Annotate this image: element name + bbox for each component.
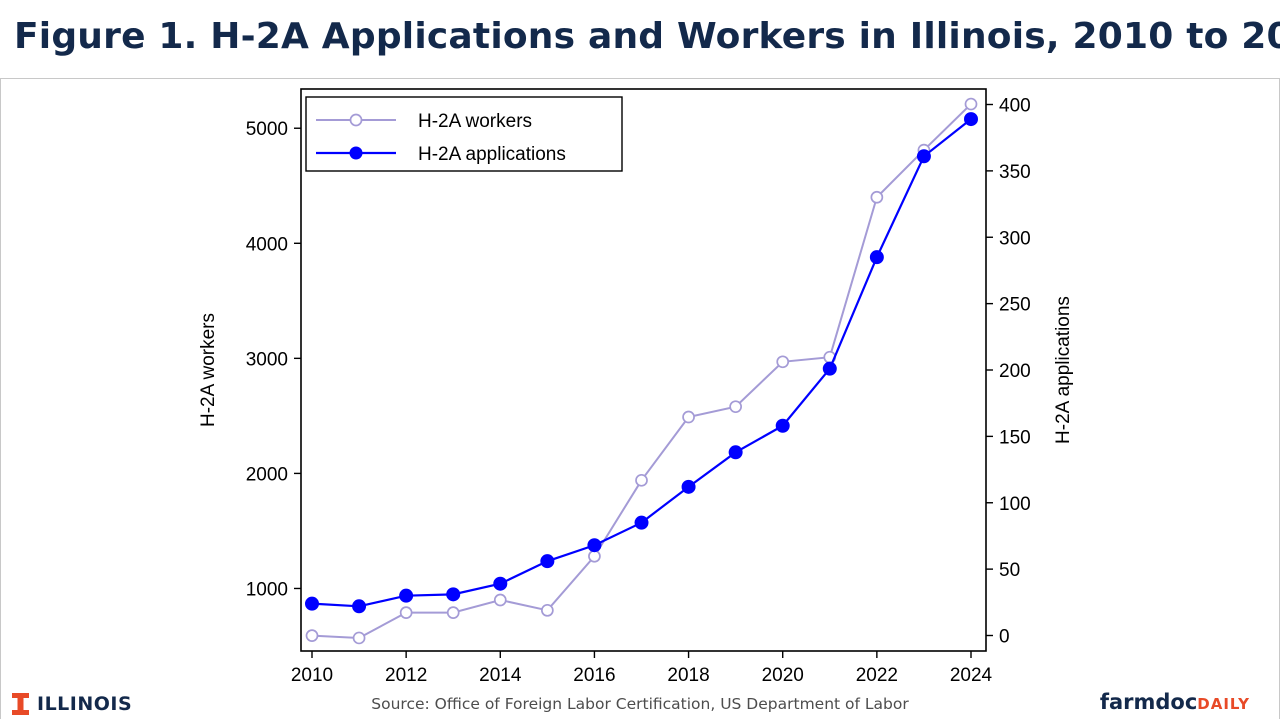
data-point-applications (446, 587, 461, 602)
data-point-workers (682, 410, 695, 424)
series-line-workers (311, 103, 972, 639)
y-left-tick-label: 5000 (246, 119, 288, 140)
data-point-applications (634, 515, 649, 530)
data-point-workers (446, 606, 460, 619)
legend-label: H-2A workers (418, 111, 532, 132)
y-right-tick-label: 0 (999, 627, 1010, 648)
illinois-logo: ILLINOIS (12, 693, 132, 715)
data-point-applications (964, 112, 978, 127)
brand-accent: DAILY (1197, 695, 1250, 713)
y-right-tick-label: 400 (999, 96, 1031, 117)
series-line-applications (311, 118, 972, 608)
data-point-applications (775, 418, 790, 433)
data-point-applications (681, 479, 696, 494)
y-right-tick-label: 200 (999, 361, 1031, 382)
y-right-tick-label: 150 (999, 427, 1031, 448)
y-left-tick-label: 1000 (246, 579, 288, 600)
title-band: Figure 1. H-2A Applications and Workers … (0, 0, 1280, 78)
data-point-applications (822, 361, 837, 376)
y-right-tick-label: 300 (999, 228, 1031, 249)
x-tick-label: 2024 (950, 665, 993, 686)
data-point-workers (588, 549, 601, 563)
data-point-applications (352, 599, 367, 614)
y-right-axis-label: H-2A applications (1053, 296, 1074, 444)
x-tick-label: 2018 (667, 665, 709, 686)
data-point-applications (728, 445, 743, 460)
brand-main: farmdoc (1099, 690, 1198, 714)
x-tick-label: 2012 (385, 665, 427, 686)
data-point-workers (399, 606, 413, 619)
y-right-tick-label: 50 (999, 560, 1020, 581)
x-tick-label: 2022 (856, 665, 898, 686)
x-tick-label: 2020 (762, 665, 804, 686)
y-left-tick-label: 3000 (246, 349, 288, 370)
data-point-workers (352, 631, 366, 645)
data-point-workers (541, 603, 554, 617)
x-tick-label: 2014 (479, 665, 522, 686)
y-left-tick-label: 4000 (246, 234, 288, 255)
data-point-workers (305, 629, 319, 642)
legend-marker (349, 113, 363, 127)
data-point-workers (729, 400, 742, 414)
y-right-tick-label: 100 (999, 494, 1031, 515)
data-point-workers (964, 97, 978, 111)
data-point-applications (587, 538, 602, 553)
legend-marker (349, 146, 363, 160)
data-point-applications (399, 588, 414, 603)
y-left-tick-label: 2000 (246, 464, 288, 485)
x-tick-label: 2016 (573, 665, 615, 686)
data-point-workers (635, 473, 648, 487)
data-point-applications (916, 149, 931, 164)
data-point-workers (493, 593, 507, 607)
data-point-workers (870, 190, 884, 204)
source-note: Source: Office of Foreign Labor Certific… (371, 695, 909, 713)
page-title: Figure 1. H-2A Applications and Workers … (14, 16, 1280, 57)
illinois-logo-text: ILLINOIS (37, 693, 133, 715)
data-point-workers (776, 355, 790, 369)
data-point-applications (305, 596, 319, 611)
y-left-axis-label: H-2A workers (198, 313, 219, 427)
data-point-applications (869, 250, 884, 265)
data-point-applications (493, 576, 508, 591)
x-tick-label: 2010 (291, 665, 333, 686)
y-right-tick-label: 250 (999, 295, 1031, 316)
farmdoc-daily-logo: farmdocDAILY (1100, 690, 1250, 714)
illinois-block-i-icon (12, 693, 29, 715)
legend-label: H-2A applications (418, 144, 566, 165)
data-point-applications (540, 554, 555, 569)
y-right-tick-label: 350 (999, 162, 1031, 183)
plot-area (300, 88, 987, 652)
